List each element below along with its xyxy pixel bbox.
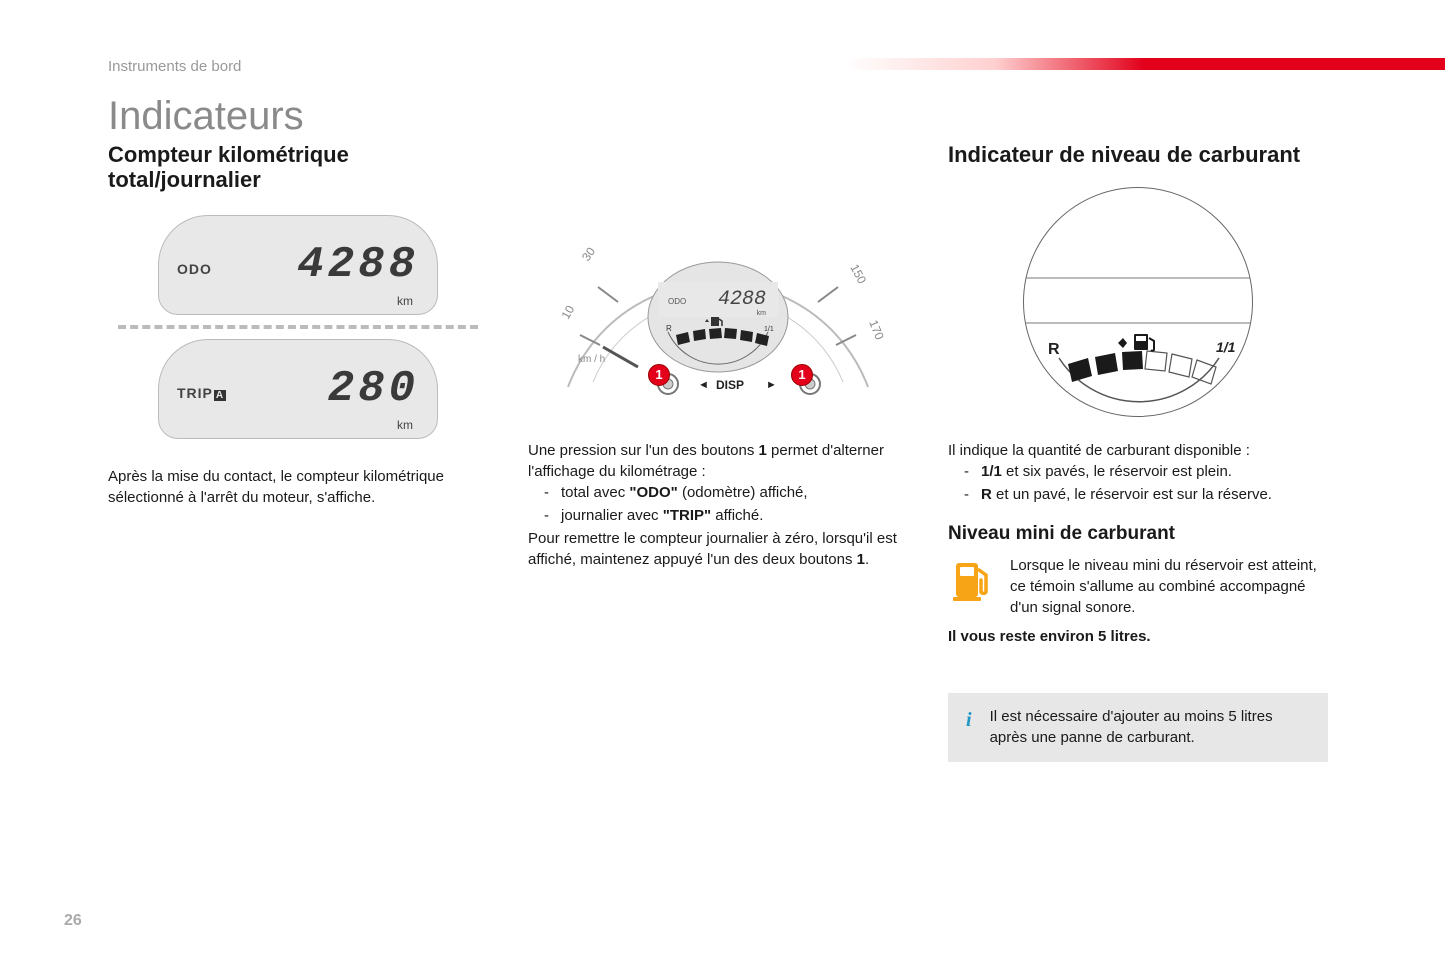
odo-unit: km <box>397 294 413 308</box>
odo-value: 4288 <box>212 240 419 290</box>
svg-text:◄: ◄ <box>698 379 709 391</box>
dashboard-illustration: 10 30 150 170 km / h ODO 4288 km R 1/1 <box>528 179 908 424</box>
text-bold: R <box>981 486 992 503</box>
text: et six pavés, le réservoir est plein. <box>1002 463 1232 480</box>
svg-text:►: ► <box>766 379 777 391</box>
trip-badge: A <box>214 390 226 401</box>
heading-fuel-min: Niveau mini de carburant <box>948 523 1328 545</box>
fuel-intro: Il indique la quantité de carburant disp… <box>948 440 1328 461</box>
text-bold: "ODO" <box>629 484 677 501</box>
svg-text:170: 170 <box>866 318 887 342</box>
svg-text:km: km <box>757 310 767 317</box>
text: total avec <box>561 484 629 501</box>
dashboard-svg-wrap: 10 30 150 170 km / h ODO 4288 km R 1/1 <box>548 187 888 417</box>
info-text: Il est nécessaire d'ajouter au moins 5 l… <box>990 707 1314 748</box>
divider-dashed <box>118 325 478 329</box>
list-item: R et un pavé, le réservoir est sur la ré… <box>948 484 1328 505</box>
fuel-warning-icon <box>948 555 996 603</box>
page-title: Indicateurs <box>108 94 304 139</box>
text: Pour remettre le compteur journalier à z… <box>528 530 897 568</box>
list-item: journalier avec "TRIP" affiché. <box>528 505 908 526</box>
fuel-list: 1/1 et six pavés, le réservoir est plein… <box>948 461 1328 505</box>
text: . <box>865 551 869 568</box>
list-item: total avec "ODO" (odomètre) affiché, <box>528 482 908 503</box>
text: affiché. <box>711 507 763 524</box>
info-box: i Il est nécessaire d'ajouter au moins 5… <box>948 693 1328 762</box>
fuel-warning-row: Lorsque le niveau mini du réservoir est … <box>948 555 1328 618</box>
text: et un pavé, le réservoir est sur la rése… <box>992 486 1272 503</box>
content-columns: Compteur kilométrique total/journalier O… <box>108 142 1328 762</box>
dashboard-icon: 10 30 150 170 km / h ODO 4288 km R 1/1 <box>548 187 888 417</box>
odometer-illustration: ODO 4288 km TRIPA 280 km <box>108 205 488 450</box>
odometer-paragraph: Après la mise du contact, le compteur ki… <box>108 466 488 508</box>
column-dashboard: . 10 30 150 170 km / h <box>528 142 908 762</box>
gauge-full: 1/1 <box>1216 339 1236 355</box>
fuel-warning-text: Lorsque le niveau mini du réservoir est … <box>1010 555 1328 618</box>
svg-text:10: 10 <box>558 302 577 321</box>
heading-fuel: Indicateur de niveau de carburant <box>948 142 1328 167</box>
lcd-odo: ODO 4288 km <box>158 215 438 315</box>
trip-unit: km <box>397 418 413 432</box>
text: journalier avec <box>561 507 663 524</box>
svg-text:150: 150 <box>847 262 869 287</box>
breadcrumb: Instruments de bord <box>108 58 241 75</box>
svg-text:30: 30 <box>579 244 598 263</box>
column-fuel: Indicateur de niveau de carburant R 1/1 <box>948 142 1328 762</box>
page-number: 26 <box>64 912 82 930</box>
text-bold: 1 <box>857 551 865 568</box>
text-bold: 1 <box>759 442 767 459</box>
lcd-trip: TRIPA 280 km <box>158 339 438 439</box>
svg-text:km / h: km / h <box>578 354 605 365</box>
col2-para2: Pour remettre le compteur journalier à z… <box>528 528 908 570</box>
heading-odometer: Compteur kilométrique total/journalier <box>108 142 488 193</box>
col2-list: total avec "ODO" (odomètre) affiché, jou… <box>528 482 908 526</box>
svg-text:ODO: ODO <box>668 297 686 306</box>
info-icon: i <box>966 707 972 748</box>
fuel-pump-icon <box>1118 334 1154 351</box>
column-odometer: Compteur kilométrique total/journalier O… <box>108 142 488 762</box>
marker-1-right: 1 <box>791 364 813 386</box>
odo-label: ODO <box>177 261 212 277</box>
svg-text:1/1: 1/1 <box>764 326 774 333</box>
trip-text: TRIP <box>177 385 213 401</box>
text: Une pression sur l'un des boutons <box>528 442 759 459</box>
col2-para1: Une pression sur l'un des boutons 1 perm… <box>528 440 908 482</box>
fuel-remaining: Il vous reste environ 5 litres. <box>948 626 1328 647</box>
gauge-r: R <box>1048 341 1060 358</box>
header-accent-bar <box>845 58 1445 70</box>
svg-text:R: R <box>666 324 672 333</box>
list-item: 1/1 et six pavés, le réservoir est plein… <box>948 461 1328 482</box>
trip-value: 280 <box>226 364 419 414</box>
text-bold: 1/1 <box>981 463 1002 480</box>
text: (odomètre) affiché, <box>678 484 808 501</box>
fuel-gauge-illustration: R 1/1 <box>948 179 1328 424</box>
trip-label: TRIPA <box>177 385 226 401</box>
marker-1-left: 1 <box>648 364 670 386</box>
fuel-gauge-icon: R 1/1 <box>1024 188 1253 417</box>
dash-odo-value: 4288 <box>718 288 766 311</box>
fuel-gauge: R 1/1 <box>1023 187 1253 417</box>
svg-text:DISP: DISP <box>716 378 744 392</box>
text-bold: "TRIP" <box>663 507 711 524</box>
